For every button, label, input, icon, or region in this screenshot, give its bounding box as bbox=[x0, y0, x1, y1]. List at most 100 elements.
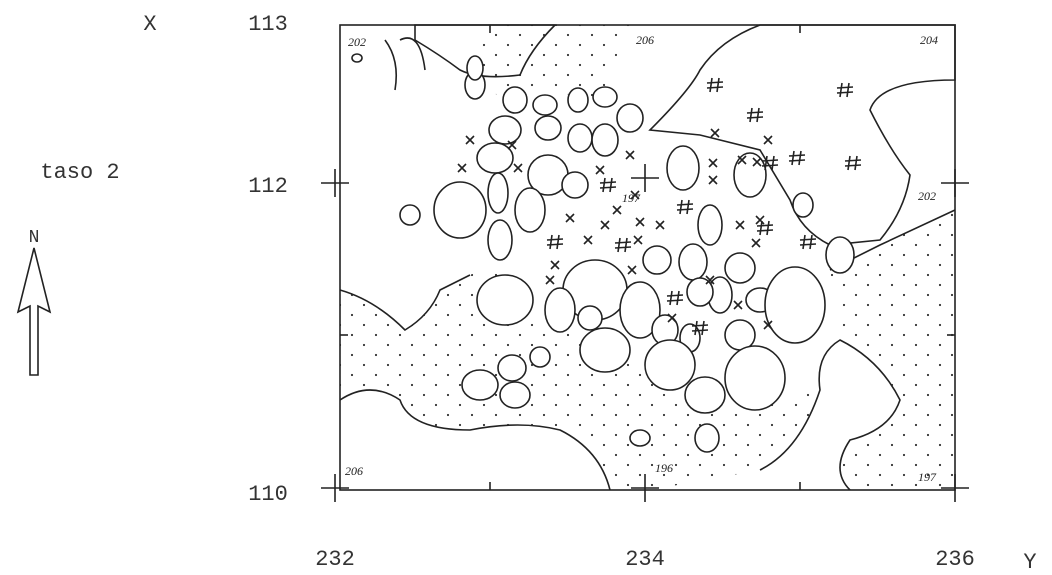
stone bbox=[567, 87, 589, 113]
hash-mark bbox=[676, 199, 694, 215]
x-mark bbox=[595, 165, 605, 175]
stone bbox=[466, 55, 484, 81]
stone bbox=[733, 152, 767, 198]
elevation: 206 bbox=[636, 33, 654, 47]
stones bbox=[351, 53, 855, 453]
x-mark bbox=[751, 238, 761, 248]
x-mark bbox=[627, 265, 637, 275]
stone bbox=[399, 204, 421, 226]
contour bbox=[384, 37, 426, 91]
contour bbox=[339, 389, 611, 491]
hash-mark bbox=[788, 150, 806, 166]
elevation: 197 bbox=[918, 470, 937, 484]
find-symbols bbox=[457, 77, 862, 336]
north-arrow bbox=[16, 247, 52, 376]
stone bbox=[476, 142, 514, 174]
grid-cross bbox=[321, 169, 349, 197]
stone bbox=[461, 369, 499, 401]
stone bbox=[616, 103, 644, 133]
elevation: 202 bbox=[918, 189, 936, 203]
stone bbox=[487, 219, 513, 261]
hash-mark bbox=[799, 234, 817, 250]
stone bbox=[544, 287, 576, 333]
stone bbox=[592, 86, 618, 108]
stone bbox=[502, 86, 528, 114]
stone bbox=[351, 53, 363, 63]
elevation: 202 bbox=[348, 35, 366, 49]
stone bbox=[497, 354, 527, 382]
stone bbox=[678, 243, 708, 281]
x-axis-label: X bbox=[143, 12, 156, 37]
stone bbox=[644, 339, 696, 391]
stone bbox=[686, 277, 714, 307]
y-tick-label: 232 bbox=[315, 547, 355, 572]
x-mark bbox=[625, 150, 635, 160]
stone bbox=[724, 319, 756, 351]
x-mark bbox=[612, 205, 622, 215]
x-mark bbox=[755, 215, 765, 225]
stone bbox=[579, 327, 631, 373]
x-mark bbox=[708, 158, 718, 168]
x-mark bbox=[507, 140, 517, 150]
elevation: 206 bbox=[345, 464, 363, 478]
stone bbox=[476, 274, 534, 326]
stone bbox=[567, 123, 593, 153]
x-mark bbox=[763, 320, 773, 330]
y-axis-label: Y bbox=[1023, 550, 1036, 575]
contour bbox=[339, 274, 471, 332]
stone bbox=[433, 181, 487, 239]
stone bbox=[825, 236, 855, 274]
elevation: 196 bbox=[655, 461, 673, 475]
contour bbox=[759, 339, 901, 491]
x-tick-label: 110 bbox=[248, 482, 288, 507]
stone bbox=[487, 172, 509, 214]
y-tick-label: 234 bbox=[625, 547, 665, 572]
x-mark bbox=[763, 135, 773, 145]
hash-mark bbox=[836, 82, 854, 98]
x-mark bbox=[708, 175, 718, 185]
x-mark bbox=[710, 128, 720, 138]
x-mark bbox=[630, 190, 640, 200]
elevation: 197 bbox=[622, 191, 641, 205]
stone bbox=[514, 187, 546, 233]
x-mark bbox=[633, 235, 643, 245]
hash-mark bbox=[546, 234, 564, 250]
stone bbox=[694, 423, 720, 453]
hash-mark bbox=[746, 107, 764, 123]
hash-mark bbox=[599, 177, 617, 193]
stone bbox=[642, 245, 672, 275]
x-mark bbox=[733, 300, 743, 310]
hash-mark bbox=[691, 320, 709, 336]
x-mark bbox=[457, 163, 467, 173]
stone bbox=[591, 123, 619, 157]
grid-cross bbox=[941, 169, 969, 197]
stone bbox=[724, 345, 786, 411]
x-mark bbox=[752, 157, 762, 167]
stone bbox=[764, 266, 826, 344]
x-mark bbox=[735, 220, 745, 230]
stone bbox=[532, 94, 558, 116]
x-mark bbox=[655, 220, 665, 230]
x-mark bbox=[667, 313, 677, 323]
x-mark bbox=[513, 163, 523, 173]
hash-mark bbox=[761, 155, 779, 171]
stone bbox=[684, 376, 726, 414]
y-tick-label: 236 bbox=[935, 547, 975, 572]
x-mark bbox=[737, 155, 747, 165]
x-mark bbox=[600, 220, 610, 230]
stone bbox=[561, 171, 589, 199]
x-mark bbox=[545, 275, 555, 285]
stone bbox=[792, 192, 814, 218]
stone bbox=[488, 115, 522, 145]
stone bbox=[529, 346, 551, 368]
x-mark bbox=[565, 213, 575, 223]
stone bbox=[697, 204, 723, 246]
grid-cross bbox=[631, 474, 659, 502]
grid-cross bbox=[941, 474, 969, 502]
stone bbox=[666, 145, 700, 191]
layer-label: taso 2 bbox=[40, 160, 119, 185]
elevation: 204 bbox=[920, 33, 938, 47]
grid-cross bbox=[321, 474, 349, 502]
hash-mark bbox=[666, 290, 684, 306]
x-mark bbox=[705, 275, 715, 285]
